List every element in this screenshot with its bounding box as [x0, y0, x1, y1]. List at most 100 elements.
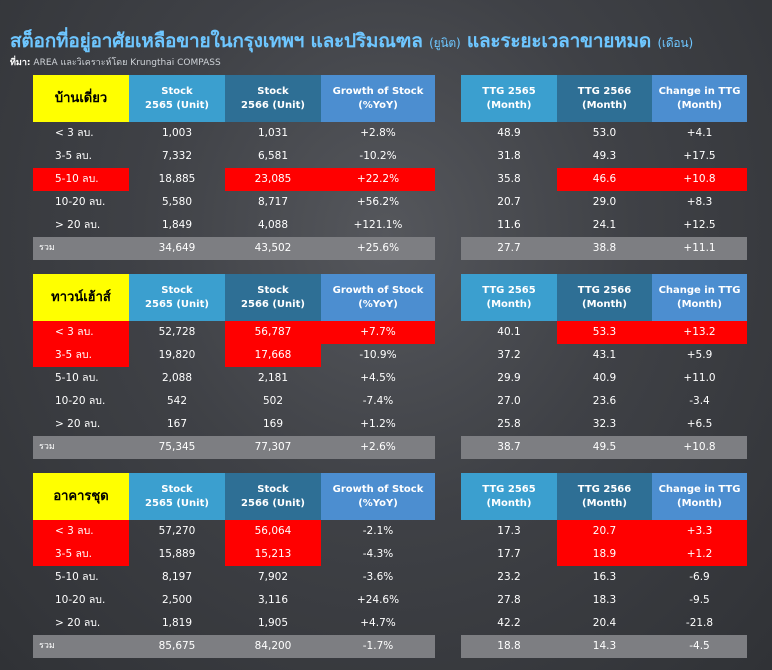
- column-header-text: Stock 2565 (Unit): [145, 85, 209, 113]
- row-label: > 20 ลบ.: [55, 617, 101, 629]
- cell-t66: 20.4: [592, 617, 617, 629]
- page-title: สต็อกที่อยู่อาศัยเหลือขายในกรุงเทพฯ และป…: [10, 26, 693, 56]
- total-g: +2.6%: [360, 441, 396, 453]
- cell-s65: 1,819: [161, 617, 193, 629]
- header-line: (%YoY): [358, 298, 398, 310]
- row-label: 3-5 ลบ.: [33, 543, 129, 566]
- row-label: < 3 ลบ.: [33, 321, 129, 344]
- column-header-text: Growth of Stock (%YoY): [333, 284, 424, 312]
- source-label: ที่มา:: [10, 58, 31, 68]
- column-header-text: Stock 2565 (Unit): [145, 483, 209, 511]
- title-main: สต็อกที่อยู่อาศัยเหลือขายในกรุงเทพฯ และป…: [10, 30, 423, 52]
- header-line: 2566 (Unit): [241, 99, 305, 111]
- header-line: (Month): [677, 497, 722, 509]
- header-line: TTG 2565: [482, 85, 536, 97]
- category-header: อาคารชุด: [33, 473, 129, 520]
- cell-t65: 17.7: [497, 548, 521, 560]
- total-s65: 75,345: [158, 441, 196, 453]
- category-name: อาคารชุด: [53, 488, 109, 504]
- cell-s65: 5,580: [161, 196, 193, 208]
- column-header-text: TTG 2566 (Month): [578, 85, 631, 113]
- cell-tc: +3.3: [652, 520, 747, 543]
- column-header-t66: TTG 2566 (Month): [557, 75, 652, 122]
- cell-t66: 53.0: [592, 127, 617, 139]
- cell-t66: 40.9: [592, 372, 617, 384]
- total-t65: 27.7: [497, 242, 521, 254]
- cell-g: +4.7%: [360, 617, 396, 629]
- header-line: Change in TTG: [658, 483, 741, 495]
- cell-s65: 15,889: [158, 548, 196, 560]
- cell-tc: +13.2: [652, 321, 747, 344]
- cell-s66: 6,581: [257, 150, 289, 162]
- row-label: 10-20 ลบ.: [55, 196, 106, 208]
- column-header-tc: Change in TTG (Month): [652, 274, 747, 321]
- column-header-tc: Change in TTG (Month): [652, 75, 747, 122]
- column-header-t65: TTG 2565 (Month): [461, 274, 557, 321]
- header-line: 2565 (Unit): [145, 497, 209, 509]
- header-line: TTG 2565: [482, 284, 536, 296]
- header-line: Stock: [257, 483, 289, 495]
- total-row-left: [33, 436, 435, 459]
- cell-t66: 43.1: [592, 349, 617, 361]
- total-tc: -4.5: [689, 640, 710, 652]
- header-line: (Month): [486, 497, 532, 509]
- header-line: Growth of Stock: [332, 284, 424, 296]
- header-line: (Month): [582, 497, 627, 509]
- total-row-right: [461, 436, 747, 459]
- column-header-g: Growth of Stock (%YoY): [321, 274, 435, 321]
- header-line: (Month): [677, 99, 722, 111]
- cell-t66: 23.6: [592, 395, 617, 407]
- title-middle: และระยะเวลาขายหมด: [466, 30, 652, 52]
- cell-s66: 169: [262, 418, 284, 430]
- column-header-s66: Stock 2566 (Unit): [225, 75, 321, 122]
- total-row-left: [33, 237, 435, 260]
- total-row-right: [461, 237, 747, 260]
- header-line: Change in TTG: [658, 85, 741, 97]
- header-line: (%YoY): [358, 99, 398, 111]
- cell-s66: 7,902: [257, 571, 289, 583]
- cell-g: +22.2%: [321, 168, 435, 191]
- column-header-text: Stock 2566 (Unit): [241, 284, 305, 312]
- cell-g: +24.6%: [356, 594, 400, 606]
- row-label: 10-20 ลบ.: [55, 395, 106, 407]
- cell-t66: 46.6: [557, 168, 652, 191]
- cell-s66: 8,717: [257, 196, 289, 208]
- cell-s65: 19,820: [158, 349, 196, 361]
- header-line: 2565 (Unit): [145, 298, 209, 310]
- header-line: 2565 (Unit): [145, 99, 209, 111]
- cell-tc: -21.8: [685, 617, 714, 629]
- cell-t65: 11.6: [497, 219, 521, 231]
- cell-tc: -3.4: [689, 395, 710, 407]
- row-label: 5-10 ลบ.: [55, 372, 99, 384]
- cell-t65: 27.8: [497, 594, 521, 606]
- cell-t65: 29.9: [497, 372, 521, 384]
- cell-tc: +17.5: [683, 150, 716, 162]
- row-label: < 3 ลบ.: [33, 520, 129, 543]
- cell-g: -10.2%: [359, 150, 397, 162]
- column-header-s66: Stock 2566 (Unit): [225, 274, 321, 321]
- cell-s66: 1,031: [257, 127, 289, 139]
- header-line: Stock: [161, 85, 193, 97]
- category-name: บ้านเดี่ยว: [54, 90, 108, 106]
- cell-s65: 18,885: [158, 173, 196, 185]
- cell-tc: +11.0: [683, 372, 716, 384]
- header-line: Growth of Stock: [332, 85, 424, 97]
- total-label: รวม: [39, 442, 55, 452]
- cell-tc: -9.5: [689, 594, 710, 606]
- total-row-right: [461, 635, 747, 658]
- cell-s66: 56,064: [225, 520, 321, 543]
- row-label: 3-5 ลบ.: [55, 150, 92, 162]
- column-header-t65: TTG 2565 (Month): [461, 75, 557, 122]
- cell-s66: 3,116: [257, 594, 289, 606]
- cell-g: +1.2%: [360, 418, 396, 430]
- cell-g: -4.3%: [362, 548, 394, 560]
- cell-t66: 53.3: [557, 321, 652, 344]
- cell-t66: 29.0: [592, 196, 617, 208]
- cell-s65: 52,728: [158, 326, 196, 338]
- cell-tc: +6.5: [686, 418, 713, 430]
- cell-g: -2.1%: [362, 525, 394, 537]
- cell-s66: 4,088: [257, 219, 289, 231]
- cell-s65: 8,197: [161, 571, 193, 583]
- total-label: รวม: [39, 641, 55, 651]
- cell-t66: 20.7: [557, 520, 652, 543]
